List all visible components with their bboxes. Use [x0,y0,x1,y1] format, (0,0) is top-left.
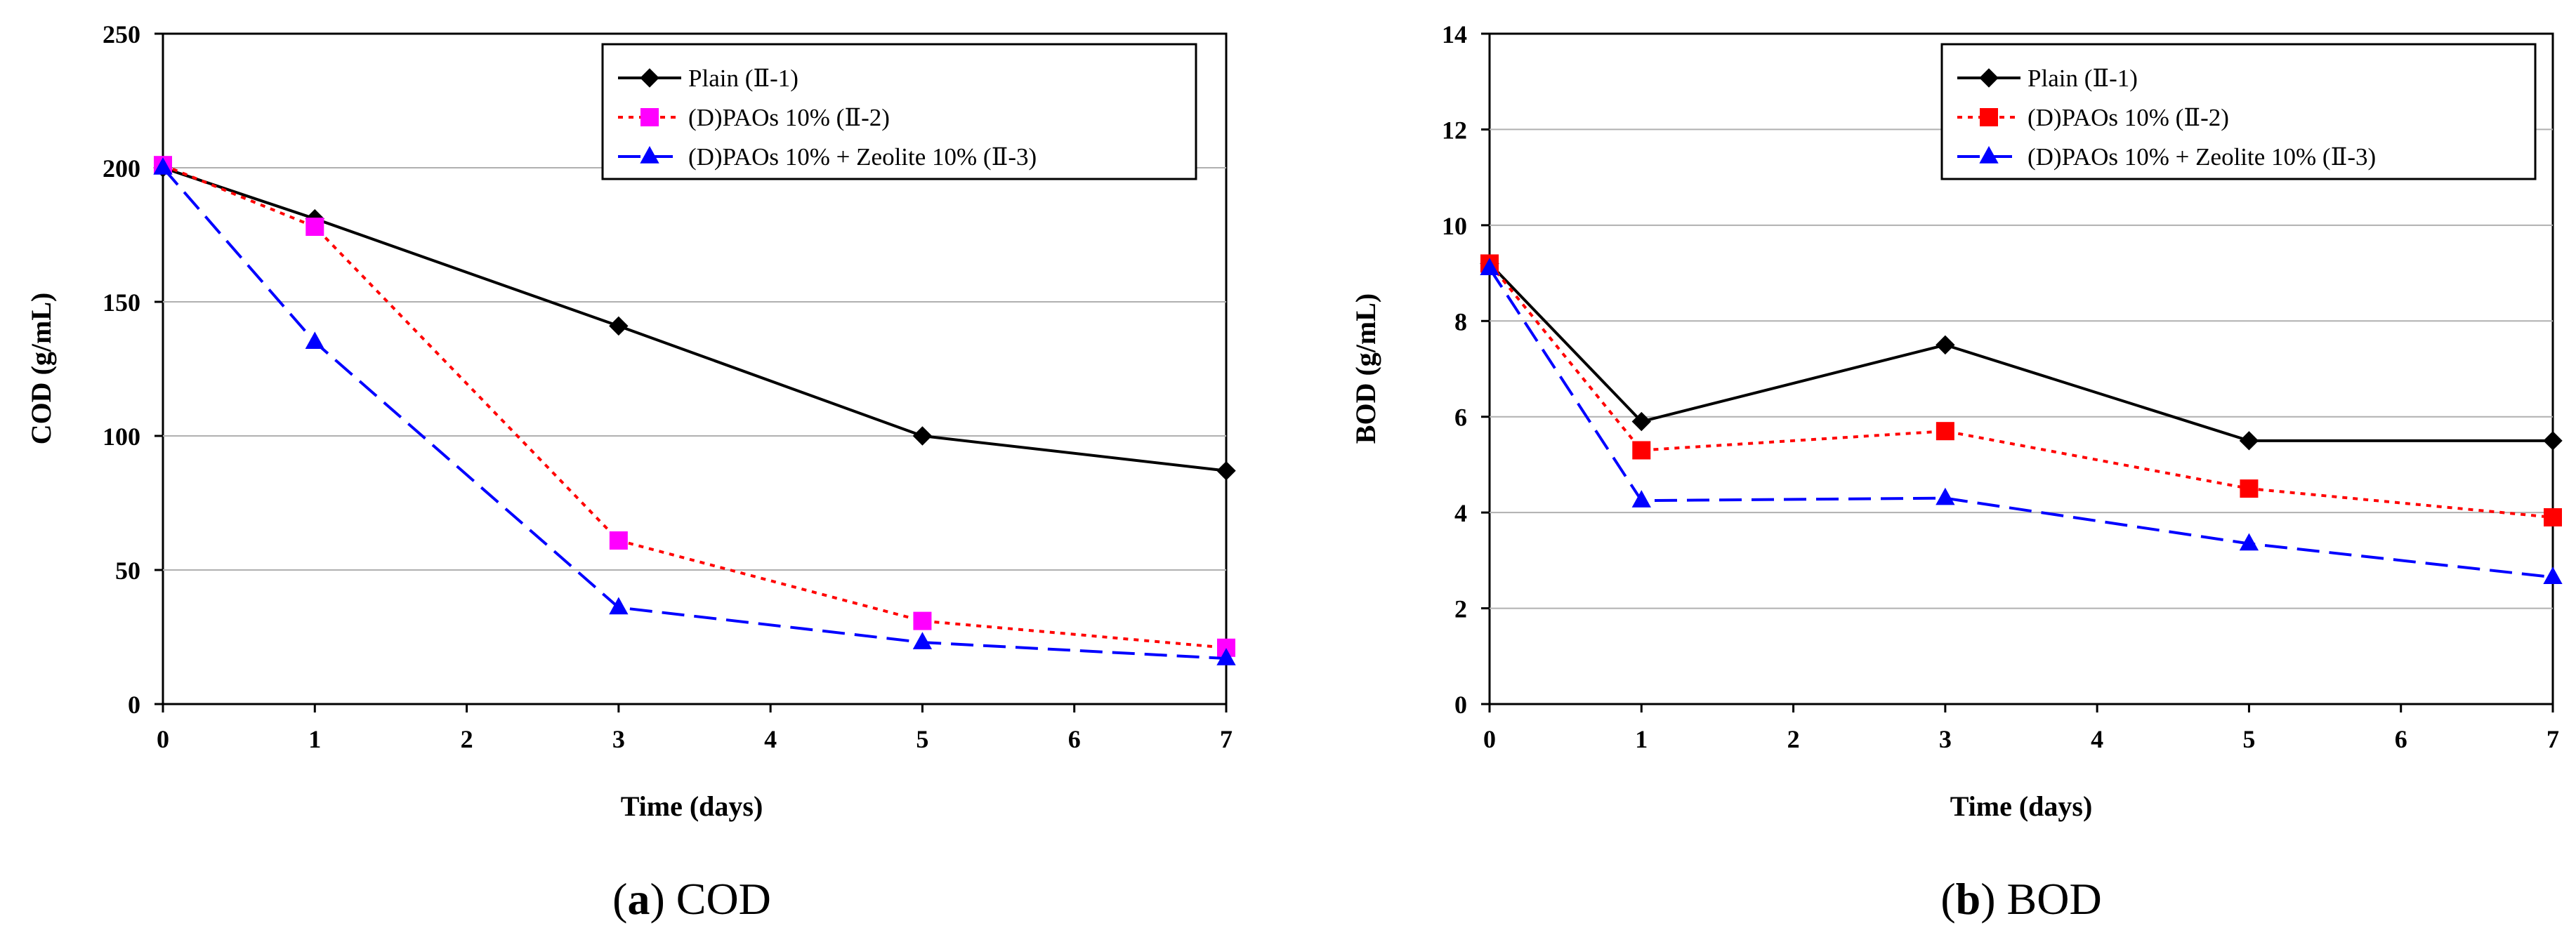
x-tick-label-cod: 0 [157,725,169,753]
data-point-cod-3 [305,331,324,350]
legend-cod: Plain (Ⅱ-1) (D)PAOs 10% (Ⅱ-2) (D)PAOs 10% … [601,43,1197,180]
legend-marker-bod-2 [1980,108,1998,126]
data-point-bod-2 [2544,508,2562,526]
y-tick-label-cod: 50 [115,557,140,585]
caption-bod: (b) BOD [1940,874,2101,924]
x-tick-label-cod: 5 [916,725,928,753]
y-tick-label-cod: 150 [103,289,140,317]
y-tick-label-bod: 14 [1442,20,1467,48]
data-point-bod-1 [2239,431,2259,451]
data-point-bod-3 [1480,258,1499,275]
x-tick-label-bod: 4 [2091,725,2103,753]
data-point-bod-1 [1936,335,1955,355]
series-line-bod-2 [1488,263,2554,519]
y-axis-title-bod: BOD (g/mL) [1350,293,1381,444]
legend-bod: Plain (Ⅱ-1) (D)PAOs 10% (Ⅱ-2) (D)PAOs 10% … [1940,43,2537,180]
data-point-bod-3 [1936,487,1955,505]
x-tick-label-bod: 5 [2242,725,2255,753]
data-point-bod-1 [1631,411,1651,432]
y-tick-label-bod: 0 [1454,691,1467,719]
caption-cod-label: a [627,874,650,924]
data-point-cod-2 [609,531,628,550]
x-tick-label-cod: 3 [612,725,625,753]
legend-label-cod-1: Plain (Ⅱ-1) [688,65,799,92]
caption-bod-text: BOD [2007,874,2102,924]
data-point-cod-3 [912,632,933,649]
data-point-cod-3 [609,597,629,615]
legend-box-bod [1940,43,2537,180]
series-bod [1480,253,2563,584]
x-tick-label-cod: 7 [1220,725,1233,753]
data-point-cod-2 [305,218,324,237]
data-point-bod-3 [1631,490,1651,508]
data-point-bod-2 [1632,441,1651,460]
y-tick-label-bod: 4 [1454,499,1467,527]
caption-cod-text: COD [676,874,771,924]
legend-marker-bod-1 [1979,68,1999,88]
data-point-cod-3 [1216,648,1236,665]
x-axis-title-cod: Time (days) [621,790,763,822]
x-tick-label-cod: 1 [308,725,321,753]
legend-marker-cod-2 [640,108,659,126]
data-point-bod-2 [2240,479,2259,498]
y-tick-label-cod: 200 [103,154,140,183]
series-line-bod-3 [1488,267,2554,579]
data-point-cod-1 [1216,460,1236,481]
x-tick-label-cod: 6 [1068,725,1081,753]
y-tick-label-bod: 6 [1454,404,1467,432]
data-point-cod-1 [912,426,933,446]
x-ticks-bod: 0 1 2 3 4 5 6 7 [1483,704,2559,753]
x-tick-label-bod: 6 [2395,725,2407,753]
x-tick-label-bod: 2 [1787,725,1800,753]
x-tick-label-cod: 4 [764,725,777,753]
legend-box-cod [601,43,1197,180]
y-tick-label-cod: 0 [128,691,140,719]
caption-cod: (a) COD [612,874,771,924]
x-tick-label-bod: 1 [1635,725,1648,753]
x-axis-title-bod: Time (days) [1950,790,2093,822]
data-point-cod-1 [609,316,629,336]
legend-label-cod-2: (D)PAOs 10% (Ⅱ-2) [688,104,890,131]
data-point-cod-3 [153,157,173,175]
series-bod-2 [1480,254,2562,526]
y-axis-title-cod: COD (g/mL) [25,293,57,445]
y-ticks-bod: 0 2 4 6 8 10 12 14 [1442,20,1490,719]
x-tick-label-cod: 2 [461,725,473,753]
x-tick-label-bod: 0 [1483,725,1496,753]
data-point-bod-2 [1936,422,1954,441]
legend-label-bod-3: (D)PAOs 10% + Zeolite 10% (Ⅱ-3) [2028,143,2376,171]
data-point-bod-1 [2543,431,2563,451]
x-ticks-cod: 0 1 2 3 4 5 6 7 [157,704,1233,753]
legend-marker-bod-3 [1979,146,1999,164]
y-tick-label-bod: 10 [1442,212,1467,240]
legend-marker-cod-3 [640,146,659,164]
legend-label-bod-1: Plain (Ⅱ-1) [2028,65,2138,92]
y-tick-label-bod: 2 [1454,595,1467,623]
y-tick-label-cod: 100 [103,423,140,451]
y-ticks-cod: 0 50 100 150 200 250 [103,20,163,719]
y-tick-label-bod: 12 [1442,116,1467,144]
x-tick-label-bod: 7 [2547,725,2559,753]
data-point-bod-3 [2543,566,2563,584]
x-tick-label-bod: 3 [1939,725,1952,753]
y-tick-label-cod: 250 [103,20,140,48]
series-cod-3 [153,157,1236,665]
series-bod-3 [1480,258,2563,584]
legend-label-cod-3: (D)PAOs 10% + Zeolite 10% (Ⅱ-3) [688,143,1037,171]
series-cod [153,156,1236,665]
y-tick-label-bod: 8 [1454,307,1467,336]
panel-cod: 0 50 100 150 200 250 0 1 2 3 4 5 6 7 COD (g/mL) Time… [25,20,1236,924]
data-point-bod-3 [2239,533,2259,551]
legend-marker-cod-1 [640,68,659,88]
legend-label-bod-2: (D)PAOs 10% (Ⅱ-2) [2028,104,2229,131]
data-point-cod-2 [913,611,932,630]
caption-bod-label: b [1956,874,1981,924]
